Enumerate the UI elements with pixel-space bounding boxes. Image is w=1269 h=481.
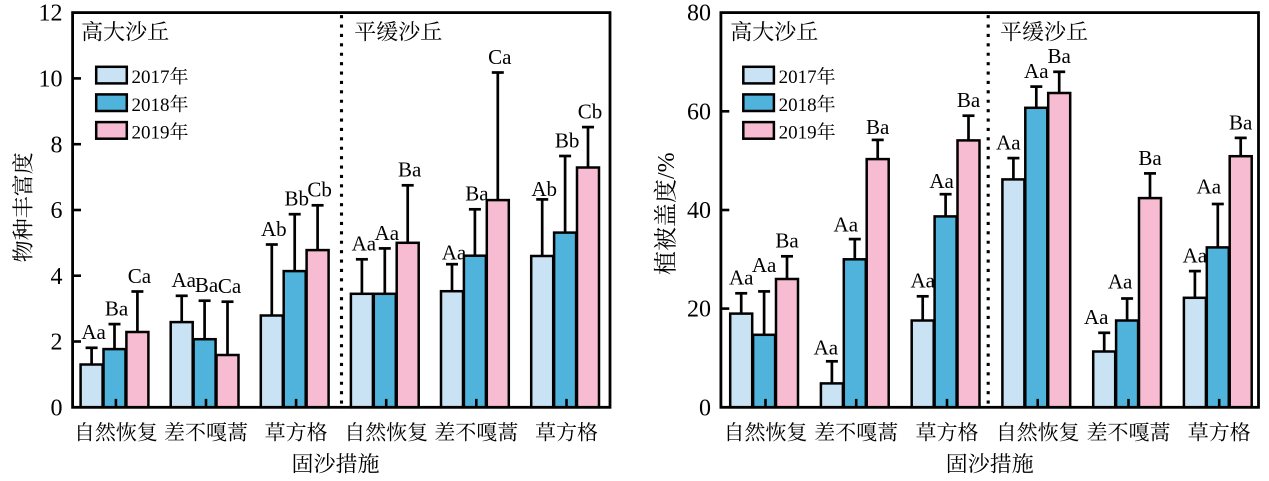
svg-text:Aa: Aa (1024, 59, 1049, 83)
svg-text:Ba: Ba (1048, 44, 1072, 68)
svg-text:Bb: Bb (555, 128, 580, 152)
svg-text:10: 10 (39, 67, 63, 93)
svg-text:Ab: Ab (531, 177, 557, 201)
svg-text:80: 80 (687, 1, 711, 27)
svg-text:12: 12 (39, 1, 63, 27)
svg-text:Ab: Ab (261, 217, 287, 241)
svg-text:Aa: Aa (752, 253, 777, 277)
svg-text:Aa: Aa (910, 269, 935, 293)
svg-text:Aa: Aa (929, 169, 954, 193)
svg-text:2017: 2017 (132, 67, 170, 88)
svg-text:Aa: Aa (352, 232, 377, 256)
svg-text:Ba: Ba (775, 229, 799, 253)
svg-text:Cb: Cb (578, 100, 603, 124)
svg-text:Aa: Aa (1197, 175, 1222, 199)
svg-text:2018: 2018 (779, 95, 817, 116)
svg-text:Aa: Aa (375, 221, 400, 245)
svg-text:Ba: Ba (866, 115, 890, 139)
svg-text:60: 60 (687, 99, 711, 125)
svg-text:Ba: Ba (465, 182, 489, 206)
svg-text:4: 4 (51, 264, 63, 290)
svg-text:2: 2 (51, 330, 63, 356)
svg-text:2019: 2019 (132, 123, 170, 144)
svg-text:8: 8 (51, 132, 63, 158)
svg-text:Ca: Ca (128, 264, 152, 288)
svg-text:Ba: Ba (398, 158, 422, 182)
svg-text:Aa: Aa (996, 131, 1021, 155)
svg-text:Aa: Aa (834, 213, 859, 237)
svg-text:Aa: Aa (1084, 305, 1109, 329)
svg-text:Cb: Cb (307, 178, 332, 202)
svg-text:6: 6 (51, 198, 63, 224)
svg-text:20: 20 (687, 297, 711, 323)
svg-text:Ba: Ba (105, 297, 129, 321)
svg-text:Ca: Ca (488, 45, 512, 69)
svg-text:2018: 2018 (132, 95, 170, 116)
svg-text:Aa: Aa (814, 336, 839, 360)
svg-text:Ba: Ba (957, 88, 981, 112)
svg-text:/%: /% (654, 152, 680, 179)
svg-text:Aa: Aa (729, 266, 754, 290)
svg-text:0: 0 (699, 395, 711, 421)
svg-text:Aa: Aa (171, 268, 196, 292)
svg-text:2017: 2017 (779, 67, 817, 88)
svg-text:Aa: Aa (1183, 244, 1208, 268)
svg-text:40: 40 (687, 198, 711, 224)
svg-text:0: 0 (51, 395, 63, 421)
svg-text:Bb: Bb (284, 187, 309, 211)
svg-text:Ca: Ca (218, 274, 242, 298)
svg-text:Aa: Aa (1108, 269, 1133, 293)
svg-text:Aa: Aa (81, 320, 106, 344)
svg-text:Ba: Ba (1229, 110, 1253, 134)
svg-text:2019: 2019 (779, 123, 817, 144)
svg-text:Ba: Ba (195, 273, 219, 297)
svg-text:Ba: Ba (1138, 146, 1162, 170)
